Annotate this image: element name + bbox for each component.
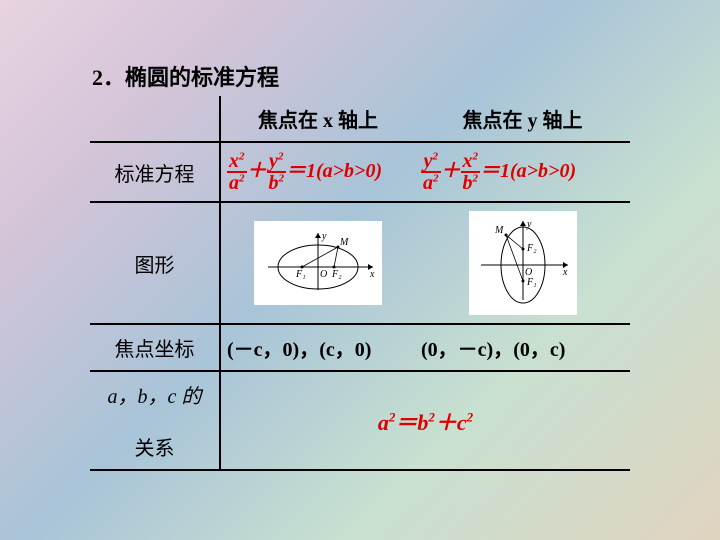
figure-x-cell: O F₁ F₂ M x y	[220, 202, 415, 324]
svg-text:F₂: F₂	[526, 243, 537, 254]
blank-cell	[90, 96, 220, 142]
figure-y-cell: O F₂ F₁ M x y	[415, 202, 630, 324]
foci-y-cell: (0，－c)，(0，c)	[415, 324, 630, 371]
ellipse-table: 焦点在 x 轴上 焦点在 y 轴上 标准方程 x2a2＋y2b2＝1(a>b>0…	[90, 96, 630, 471]
svg-text:M: M	[339, 237, 349, 248]
col-x-header: 焦点在 x 轴上	[220, 96, 415, 142]
ellipse-x-diagram: O F₁ F₂ M x y	[254, 221, 382, 305]
svg-text:F₁: F₁	[295, 269, 306, 280]
row-figure-label: 图形	[90, 202, 220, 324]
row-relation-label: a，b，c 的 关系	[90, 371, 220, 470]
row-stdeq-label: 标准方程	[90, 142, 220, 202]
ellipse-y-diagram: O F₂ F₁ M x y	[469, 211, 577, 315]
foci-x-cell: (－c，0)，(c，0)	[220, 324, 415, 371]
eq-x-cell: x2a2＋y2b2＝1(a>b>0)	[220, 142, 415, 202]
svg-text:y: y	[526, 219, 532, 230]
row-foci-label: 焦点坐标	[90, 324, 220, 371]
svg-text:M: M	[494, 225, 504, 236]
section-title: 2．椭圆的标准方程	[90, 60, 630, 92]
svg-text:x: x	[369, 269, 375, 280]
col-y-header: 焦点在 y 轴上	[415, 96, 630, 142]
svg-text:O: O	[320, 269, 327, 280]
eq-y-cell: y2a2＋x2b2＝1(a>b>0)	[415, 142, 630, 202]
svg-text:x: x	[562, 267, 568, 278]
relation-cell: a2＝b2＋c2	[220, 371, 630, 470]
svg-text:F₁: F₁	[526, 277, 537, 288]
svg-text:y: y	[321, 231, 327, 242]
svg-text:F₂: F₂	[331, 269, 342, 280]
